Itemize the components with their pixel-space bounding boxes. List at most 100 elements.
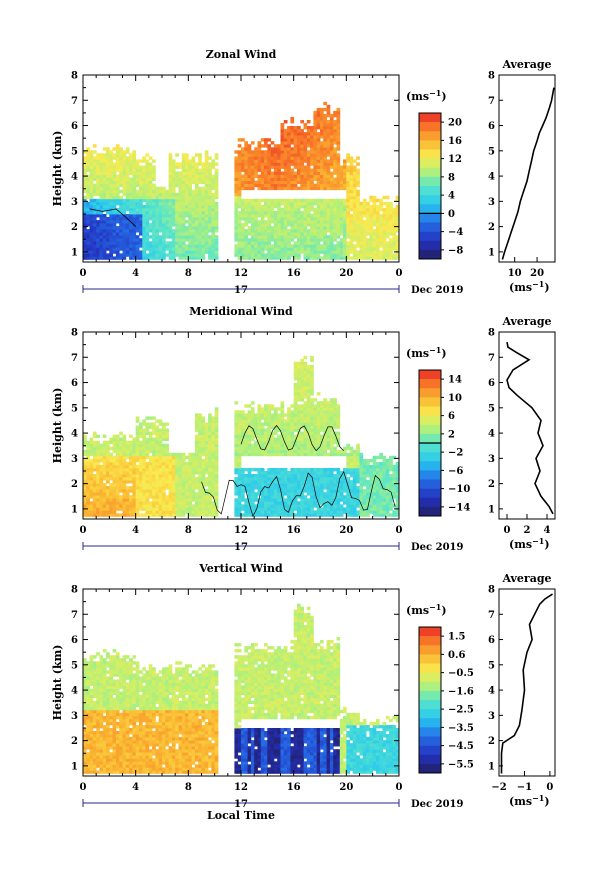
heatmap-cell xyxy=(320,183,324,188)
heatmap-cell xyxy=(369,204,374,209)
heatmap-cell xyxy=(168,195,173,200)
heatmap-cell xyxy=(254,250,258,254)
heatmap-cell xyxy=(99,235,104,239)
heatmap-cell xyxy=(290,171,295,175)
heatmap-cell xyxy=(323,232,327,236)
heatmap-cell xyxy=(293,129,298,133)
heatmap-cell xyxy=(106,256,110,260)
heatmap-cell xyxy=(139,217,143,221)
heatmap-cell xyxy=(135,431,140,435)
heatmap-cell xyxy=(241,211,245,215)
heatmap-cell xyxy=(162,446,166,451)
heatmap-cell xyxy=(89,474,94,478)
heatmap-cell xyxy=(277,177,281,181)
heatmap-cell xyxy=(188,452,192,457)
heatmap-cell xyxy=(280,504,285,508)
heatmap-cell xyxy=(280,510,285,514)
heatmap-cell xyxy=(237,168,242,172)
heatmap-cell xyxy=(142,250,146,254)
heatmap-cell xyxy=(297,483,301,487)
heatmap-cell xyxy=(92,156,97,160)
heatmap-cell xyxy=(165,192,169,197)
heatmap-cell xyxy=(142,235,146,239)
heatmap-cell xyxy=(201,220,206,224)
heatmap-cell xyxy=(250,407,255,411)
heatmap-cell xyxy=(178,183,183,188)
heatmap-cell xyxy=(237,253,242,257)
heatmap-cell xyxy=(303,355,308,360)
heatmap-cell xyxy=(306,452,311,457)
heatmap-cell xyxy=(145,449,150,454)
heatmap-cell xyxy=(352,223,357,227)
heatmap-cell xyxy=(273,480,278,484)
heatmap-cell xyxy=(165,468,169,472)
heatmap-cell xyxy=(139,207,143,212)
heatmap-cell xyxy=(158,452,163,457)
heatmap-cell xyxy=(86,458,90,463)
heatmap-cell xyxy=(165,241,169,245)
heatmap-cell xyxy=(241,419,245,423)
heatmap-cell xyxy=(300,504,304,508)
heatmap-cell xyxy=(359,214,364,218)
heatmap-cell xyxy=(277,504,281,508)
heatmap-cell xyxy=(250,510,255,514)
heatmap-cell xyxy=(329,244,334,248)
heatmap-cell xyxy=(372,241,377,245)
heatmap-cell xyxy=(122,464,127,469)
heatmap-cell xyxy=(112,474,117,478)
heatmap-cell xyxy=(155,247,160,251)
heatmap-cell xyxy=(96,449,100,454)
heatmap-cell xyxy=(129,189,133,194)
heatmap-cell xyxy=(106,247,110,251)
heatmap-cell xyxy=(119,153,123,157)
heatmap-cell xyxy=(102,186,107,191)
heatmap-cell xyxy=(158,492,163,496)
heatmap-cell xyxy=(392,244,397,248)
heatmap-cell xyxy=(142,192,146,197)
heatmap-cell xyxy=(89,247,94,251)
heatmap-cell xyxy=(152,443,156,448)
heatmap-cell xyxy=(316,162,321,166)
heatmap-cell xyxy=(102,162,107,166)
heatmap-cell xyxy=(293,214,298,218)
heatmap-cell xyxy=(237,477,242,481)
heatmap-cell xyxy=(178,204,183,209)
heatmap-cell xyxy=(306,486,311,490)
heatmap-cell xyxy=(257,486,262,490)
heatmap-cell xyxy=(273,226,278,230)
heatmap-cell xyxy=(204,198,209,203)
heatmap-cell xyxy=(106,192,110,197)
heatmap-cell xyxy=(148,486,153,490)
heatmap-cell xyxy=(277,422,281,426)
heatmap-cell xyxy=(148,177,153,181)
heatmap-cell xyxy=(306,135,311,139)
heatmap-cell xyxy=(162,241,166,245)
heatmap-cell xyxy=(162,464,166,469)
heatmap-cell xyxy=(241,162,245,166)
heatmap-cell xyxy=(326,135,331,139)
heatmap-cell xyxy=(119,446,123,451)
heatmap-cell xyxy=(158,195,163,200)
heatmap-cell xyxy=(277,244,281,248)
heatmap-cell xyxy=(277,165,281,169)
heatmap-cell xyxy=(96,446,100,451)
heatmap-cell xyxy=(306,440,311,445)
heatmap-cell xyxy=(158,238,163,242)
heatmap-cell xyxy=(181,168,186,172)
heatmap-cell xyxy=(346,171,350,175)
heatmap-cell xyxy=(168,464,173,469)
heatmap-cell xyxy=(175,486,179,490)
heatmap-cell xyxy=(211,434,216,438)
heatmap-cell xyxy=(92,431,97,435)
heatmap-cell xyxy=(247,501,252,505)
heatmap-cell xyxy=(96,486,100,490)
heatmap-cell xyxy=(86,229,90,233)
heatmap-cell xyxy=(392,253,397,257)
heatmap-cell xyxy=(254,486,258,490)
heatmap-cell xyxy=(204,507,209,511)
heatmap-cell xyxy=(257,241,262,245)
heatmap-cell xyxy=(237,198,242,203)
heatmap-cell xyxy=(336,165,341,169)
heatmap-cell xyxy=(112,483,117,487)
heatmap-cell xyxy=(257,232,262,236)
